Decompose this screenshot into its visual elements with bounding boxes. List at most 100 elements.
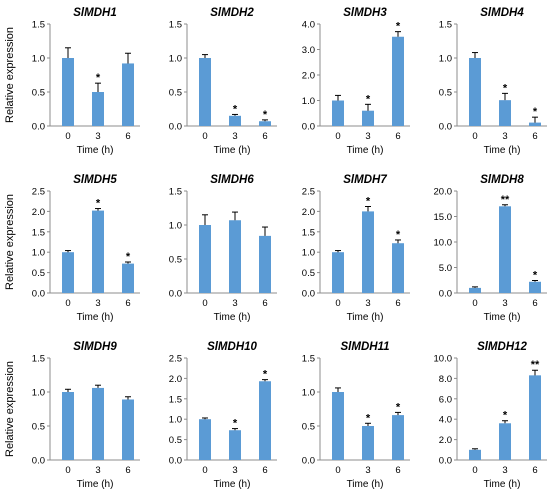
- y-tick-label: 1.0: [169, 54, 182, 65]
- bar: [392, 243, 404, 293]
- y-tick-label: 0.0: [302, 289, 315, 300]
- x-tick-label: 6: [395, 465, 400, 476]
- y-tick-label: 0.0: [169, 289, 182, 300]
- y-tick-label: 15.0: [434, 212, 453, 223]
- y-tick-label: 1.0: [302, 388, 315, 399]
- significance-label: **: [531, 359, 540, 371]
- x-axis-label: Time (h): [484, 312, 521, 323]
- y-tick-label: 2.5: [169, 354, 182, 365]
- x-tick-label: 3: [95, 298, 100, 309]
- y-tick-label: 1.5: [32, 354, 45, 365]
- y-tick-label: 1.5: [439, 20, 452, 31]
- significance-label: *: [396, 21, 401, 33]
- x-tick-label: 3: [232, 131, 237, 142]
- bar: [362, 426, 374, 460]
- chart-panel: SlMDH9 0.0 0.5 1.0 1.5 0 3 6 Time (h): [32, 341, 140, 490]
- bar: [332, 100, 344, 126]
- y-tick-label: 20.0: [434, 187, 453, 198]
- chart-title: SlMDH11: [341, 341, 390, 353]
- chart-panel: SlMDH4 0.0 0.5 1.0 1.5 0 * 3 * 6 Time (h): [439, 7, 547, 156]
- x-tick-label: 0: [335, 465, 340, 476]
- x-tick-label: 3: [365, 131, 370, 142]
- bar: [122, 263, 134, 293]
- bar: [62, 252, 74, 293]
- x-axis-label: Time (h): [484, 479, 521, 490]
- chart-title: SlMDH3: [343, 7, 387, 19]
- y-tick-label: 1.5: [302, 354, 315, 365]
- x-axis-label: Time (h): [347, 479, 384, 490]
- x-axis-label: Time (h): [77, 145, 114, 156]
- bar: [529, 122, 541, 126]
- x-tick-label: 3: [502, 465, 507, 476]
- significance-label: *: [503, 82, 508, 94]
- x-tick-label: 6: [395, 131, 400, 142]
- bar: [362, 110, 374, 126]
- y-tick-label: 1.0: [32, 248, 45, 259]
- significance-label: *: [533, 106, 538, 118]
- chart-title: SlMDH10: [207, 341, 257, 353]
- y-tick-label: 1.0: [32, 54, 45, 65]
- x-tick-label: 0: [202, 298, 207, 309]
- x-tick-label: 6: [262, 465, 267, 476]
- y-tick-label: 0.0: [439, 289, 452, 300]
- chart-panel: SlMDH1 0.0 0.5 1.0 1.5 0 * 3 6 Time (h): [32, 7, 140, 156]
- bar: [469, 287, 481, 293]
- x-tick-label: 0: [65, 131, 70, 142]
- y-tick-label: 0.5: [32, 268, 45, 279]
- y-tick-label: 2.0: [302, 71, 315, 82]
- chart-panel: SlMDH5 0.0 0.5 1.0 1.5 2.0 2.5 0 * 3 * 6 Time (h): [32, 174, 140, 323]
- y-tick-label: 0.0: [302, 122, 315, 133]
- significance-label: *: [366, 93, 371, 105]
- y-tick-label: 10.0: [434, 354, 453, 365]
- significance-label: *: [263, 369, 268, 381]
- chart-title: SlMDH9: [73, 341, 117, 353]
- significance-label: *: [366, 196, 371, 208]
- x-tick-label: 6: [262, 298, 267, 309]
- bar: [62, 392, 74, 460]
- significance-label: *: [263, 109, 268, 121]
- x-tick-label: 3: [95, 465, 100, 476]
- y-tick-label: 0.5: [32, 88, 45, 99]
- bar: [199, 419, 211, 460]
- x-tick-label: 0: [65, 465, 70, 476]
- x-tick-label: 3: [232, 298, 237, 309]
- bar: [362, 211, 374, 293]
- y-tick-label: 2.0: [439, 435, 452, 446]
- chart-panel: SlMDH11 0.0 0.5 1.0 1.5 0 * 3 * 6 Time (h): [302, 341, 410, 490]
- bar: [392, 415, 404, 460]
- x-tick-label: 0: [335, 298, 340, 309]
- y-tick-label: 2.0: [302, 207, 315, 218]
- significance-label: *: [96, 72, 101, 84]
- x-tick-label: 3: [232, 465, 237, 476]
- x-tick-label: 0: [472, 465, 477, 476]
- bar: [259, 381, 271, 460]
- bar: [469, 449, 481, 460]
- y-tick-label: 0.5: [439, 88, 452, 99]
- chart-title: SlMDH8: [480, 174, 524, 186]
- significance-label: *: [533, 270, 538, 282]
- y-tick-label: 10.0: [434, 238, 453, 249]
- bar: [229, 430, 241, 460]
- y-axis-label: Relative expression: [4, 27, 16, 123]
- significance-label: *: [503, 410, 508, 422]
- x-tick-label: 0: [472, 298, 477, 309]
- bar: [259, 121, 271, 126]
- x-tick-label: 3: [95, 131, 100, 142]
- bar: [199, 225, 211, 293]
- y-tick-label: 1.0: [439, 54, 452, 65]
- bar: [332, 252, 344, 293]
- chart-panel: SlMDH3 0.0 1.0 2.0 3.0 4.0 0 * 3 * 6 Time (h): [302, 7, 410, 156]
- x-tick-label: 6: [125, 131, 130, 142]
- x-tick-label: 0: [65, 298, 70, 309]
- bar: [62, 58, 74, 126]
- x-tick-label: 0: [335, 131, 340, 142]
- x-tick-label: 0: [202, 465, 207, 476]
- bar: [122, 63, 134, 126]
- y-tick-label: 0.0: [32, 456, 45, 467]
- significance-label: *: [233, 418, 238, 430]
- x-tick-label: 6: [125, 298, 130, 309]
- y-tick-label: 6.0: [439, 394, 452, 405]
- x-axis-label: Time (h): [347, 312, 384, 323]
- y-tick-label: 1.0: [302, 248, 315, 259]
